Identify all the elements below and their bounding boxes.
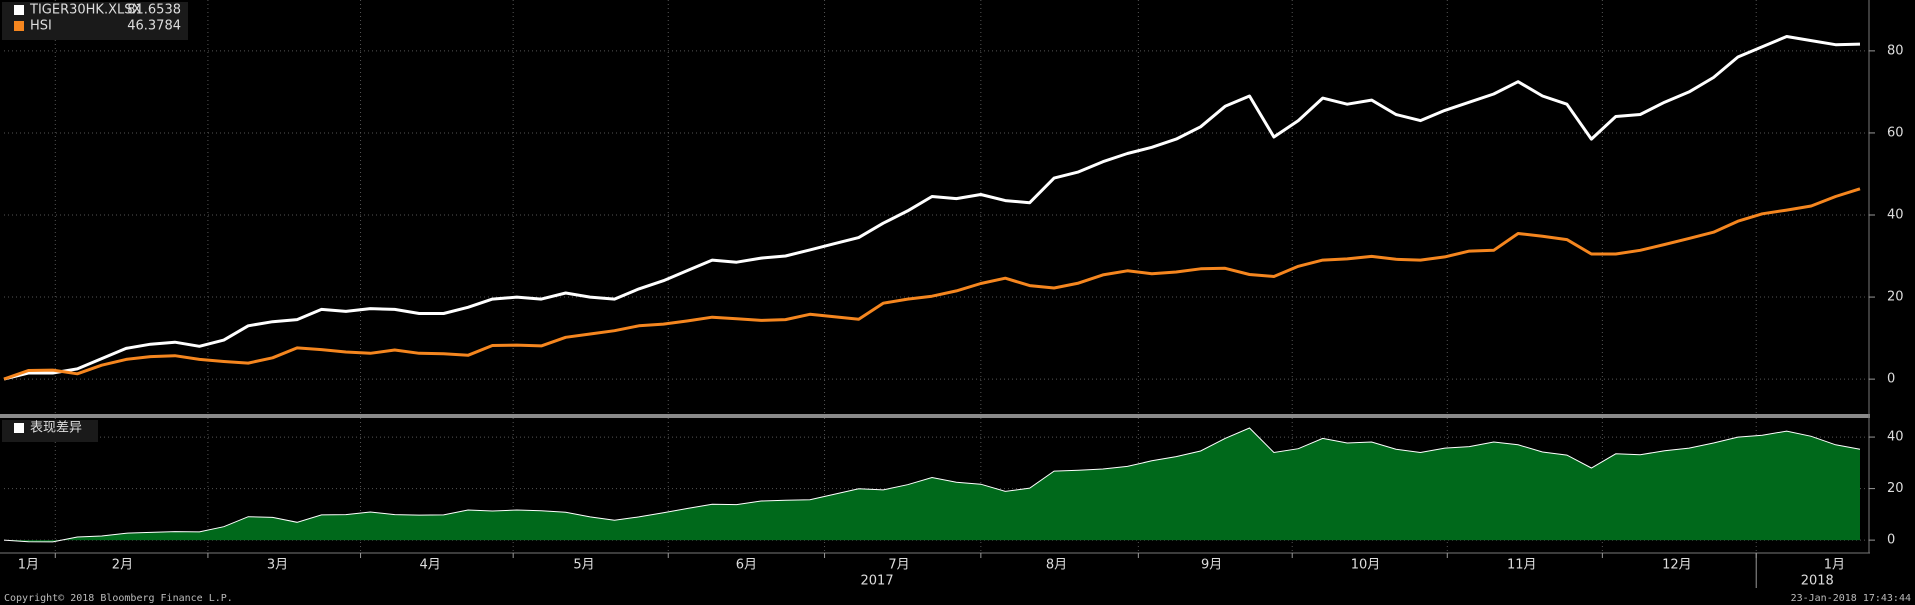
x-tick-label: 9月 (1201, 558, 1222, 573)
legend-value: 81.6538 (127, 3, 181, 18)
x-tick-label: 11月 (1507, 558, 1537, 573)
y-tick-label: 80 (1887, 43, 1904, 58)
legend-swatch (14, 5, 24, 15)
y-tick-label: 60 (1887, 125, 1904, 140)
y-tick-label: 0 (1887, 372, 1895, 387)
panel-separator (0, 414, 1870, 418)
x-tick-label: 1月 (1824, 558, 1845, 573)
series-area (4, 428, 1860, 542)
x-tick-label: 6月 (736, 558, 757, 573)
x-tick-label: 1月 (18, 558, 39, 573)
legend-swatch (14, 423, 24, 433)
y-tick-label: 40 (1887, 208, 1904, 223)
legend-value: 46.3784 (127, 19, 181, 34)
y-tick-label: 40 (1887, 430, 1904, 445)
y-tick-label: 20 (1887, 481, 1904, 496)
x-tick-label: 12月 (1662, 558, 1692, 573)
year-label: 2018 (1801, 574, 1834, 589)
year-label: 2017 (861, 574, 894, 589)
legend-label: TIGER30HK.XLSX (29, 3, 141, 18)
legend-label: HSI (30, 19, 52, 34)
timestamp: 23-Jan-2018 17:43:44 (1791, 593, 1911, 604)
y-tick-label: 20 (1887, 290, 1904, 305)
legend-box (2, 2, 188, 40)
series-line (3, 35, 1861, 381)
x-tick-label: 2月 (112, 558, 133, 573)
x-tick-label: 3月 (267, 558, 288, 573)
y-tick-label: 0 (1887, 533, 1895, 548)
x-tick-label: 8月 (1046, 558, 1067, 573)
x-tick-label: 4月 (420, 558, 441, 573)
legend-swatch (14, 21, 24, 31)
x-tick-label: 7月 (888, 558, 909, 573)
legend-box (2, 420, 98, 442)
copyright: Copyright© 2018 Bloomberg Finance L.P. (4, 593, 233, 604)
series-line (3, 187, 1861, 381)
x-tick-label: 10月 (1351, 558, 1381, 573)
legend-label: 表现差异 (30, 421, 82, 436)
x-tick-label: 5月 (573, 558, 594, 573)
series-outline (3, 427, 1861, 543)
